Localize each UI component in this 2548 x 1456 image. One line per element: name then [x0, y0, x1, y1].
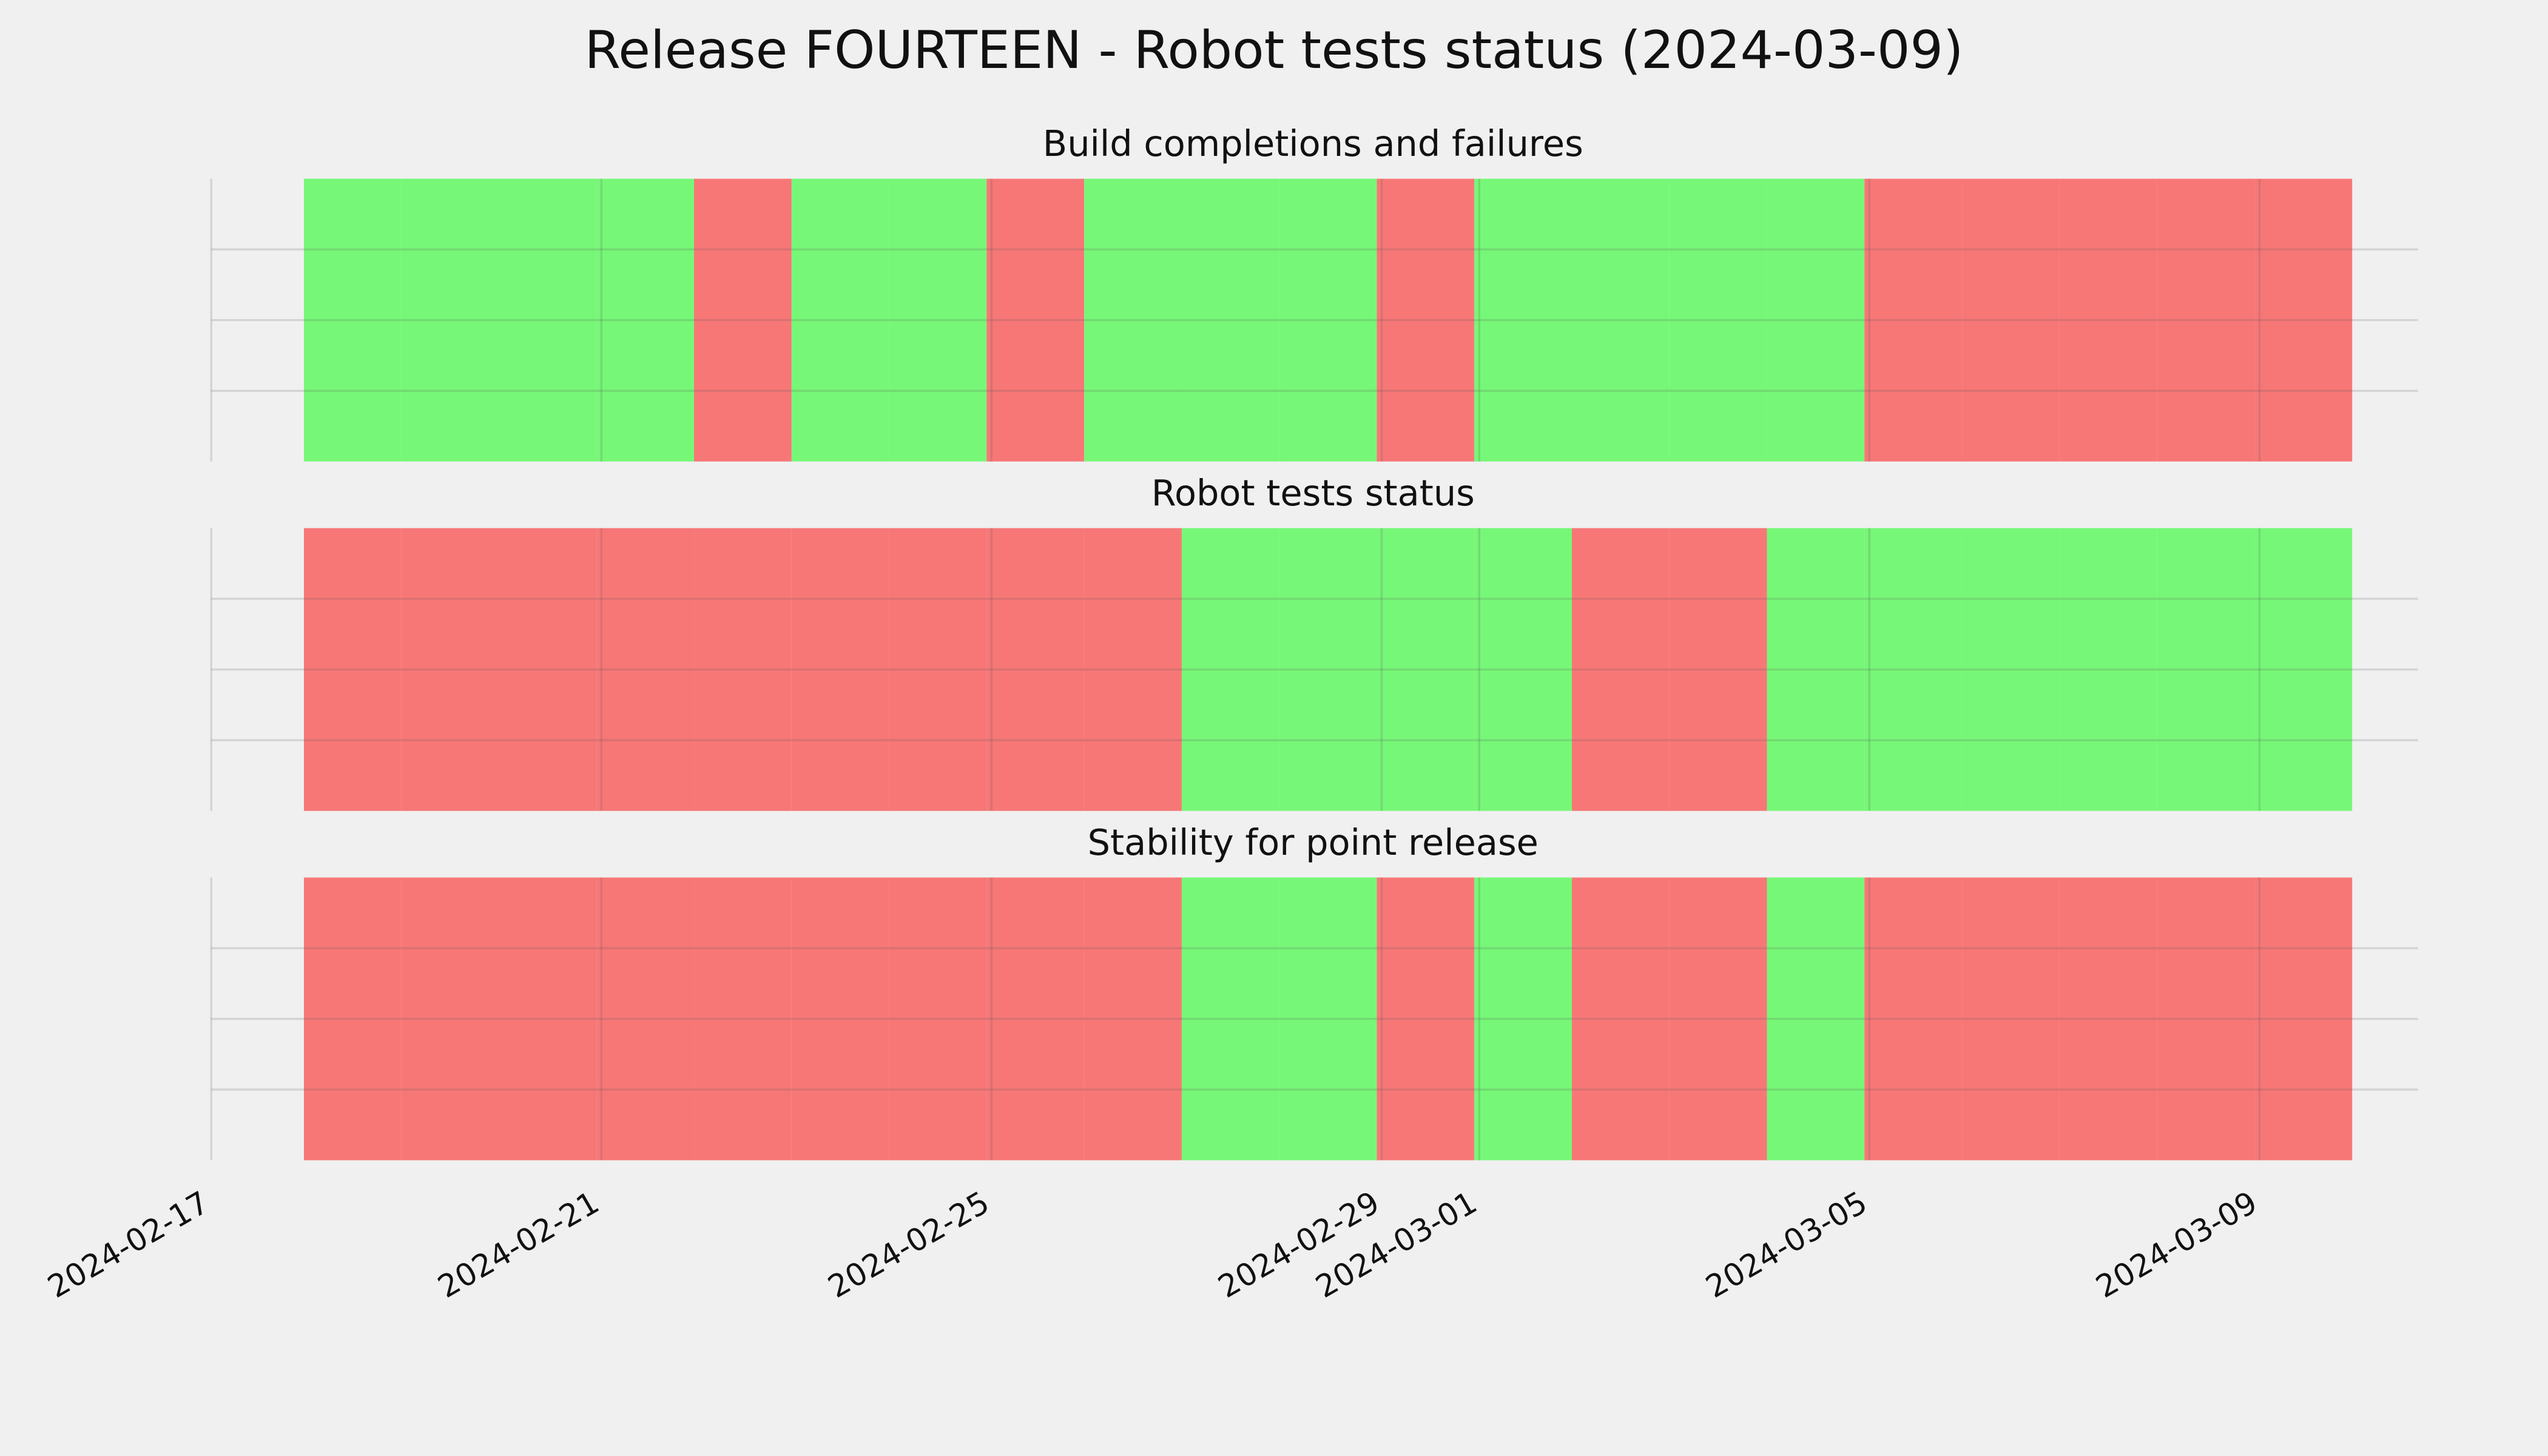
status-bar: [889, 528, 987, 811]
status-bar: [401, 877, 499, 1161]
status-bar: [986, 528, 1085, 811]
status-bar: [791, 178, 889, 462]
status-bar: [596, 528, 695, 811]
status-bar: [1181, 528, 1279, 811]
status-bar: [1767, 877, 1865, 1161]
status-bar: [1279, 528, 1377, 811]
status-bar: [1572, 877, 1670, 1161]
status-bar: [1377, 877, 1475, 1161]
status-bar: [1181, 178, 1279, 462]
status-bar: [1669, 877, 1767, 1161]
status-bar: [791, 528, 889, 811]
status-bar: [303, 178, 402, 462]
status-bar: [889, 178, 987, 462]
status-bar: [499, 877, 597, 1161]
status-bar: [1962, 178, 2060, 462]
status-bar: [1962, 877, 2060, 1161]
status-bar: [694, 178, 792, 462]
status-bar: [1864, 178, 1963, 462]
status-bar: [791, 877, 889, 1161]
status-bar: [1864, 528, 1963, 811]
status-bar: [401, 178, 499, 462]
status-bar: [2157, 528, 2255, 811]
status-bar: [1767, 178, 1865, 462]
status-bar: [1572, 528, 1670, 811]
status-bar: [2254, 877, 2353, 1161]
status-bar: [303, 877, 402, 1161]
status-bar: [1864, 877, 1963, 1161]
status-bar: [2157, 178, 2255, 462]
status-bar: [1474, 528, 1572, 811]
panel-title: Build completions and failures: [1043, 123, 1583, 164]
status-bar: [694, 528, 792, 811]
status-bar: [2059, 877, 2157, 1161]
status-bar: [889, 877, 987, 1161]
status-bar: [2059, 178, 2157, 462]
status-bar: [1084, 178, 1182, 462]
status-bar: [2059, 528, 2157, 811]
status-bar: [986, 178, 1085, 462]
status-bar: [499, 528, 597, 811]
status-bar: [1084, 528, 1182, 811]
status-bar: [694, 877, 792, 1161]
status-bar: [1767, 528, 1865, 811]
panel-title: Robot tests status: [1151, 472, 1475, 514]
status-bar: [499, 178, 597, 462]
status-bar: [1669, 178, 1767, 462]
status-bar: [1279, 178, 1377, 462]
status-bar: [303, 528, 402, 811]
status-bar: [1669, 528, 1767, 811]
status-bar: [2254, 528, 2353, 811]
status-bar: [1572, 178, 1670, 462]
status-bar: [1279, 877, 1377, 1161]
status-bar: [1377, 528, 1475, 811]
status-bar: [1474, 178, 1572, 462]
status-bar: [1377, 178, 1475, 462]
status-bar: [1474, 877, 1572, 1161]
status-bar: [596, 178, 695, 462]
status-bar: [401, 528, 499, 811]
status-bar: [1962, 528, 2060, 811]
chart-title: Release FOURTEEN - Robot tests status (2…: [585, 20, 1964, 81]
status-bar: [986, 877, 1085, 1161]
status-bar: [596, 877, 695, 1161]
status-bar: [1181, 877, 1279, 1161]
status-bar: [1084, 877, 1182, 1161]
status-bar: [2254, 178, 2353, 462]
status-bar: [2157, 877, 2255, 1161]
panel-title: Stability for point release: [1088, 821, 1539, 863]
